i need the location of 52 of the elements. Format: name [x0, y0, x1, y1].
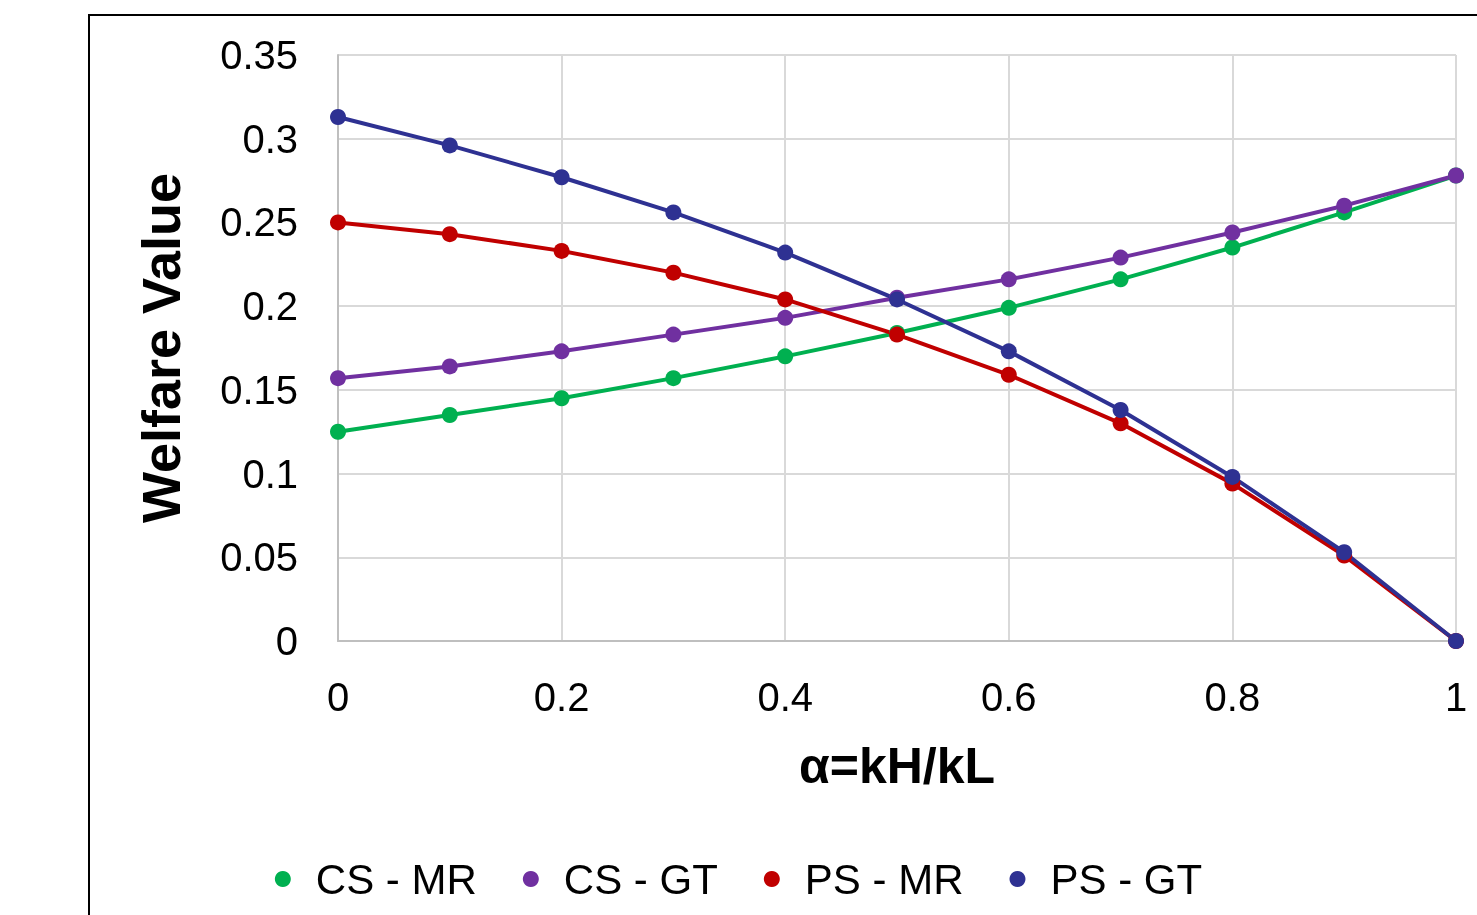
- point: [553, 390, 570, 407]
- x-tick-label: 1: [1444, 675, 1468, 719]
- point: [553, 343, 570, 360]
- legend-label: CS - MR: [315, 855, 477, 903]
- point: [330, 214, 346, 231]
- point: [1224, 224, 1241, 241]
- y-tick-label: 0.25: [220, 200, 298, 245]
- x-tick-label: 0.8: [1204, 675, 1261, 719]
- point: [1112, 271, 1129, 288]
- legend-label: PS - MR: [804, 855, 964, 903]
- point: [665, 264, 682, 281]
- point: [1000, 271, 1017, 288]
- point: [330, 108, 346, 125]
- point: [777, 244, 794, 261]
- point: [1000, 343, 1017, 360]
- point: [1112, 415, 1129, 432]
- point: [777, 348, 794, 365]
- y-tick-label: 0.2: [242, 284, 298, 329]
- point: [553, 169, 570, 186]
- point: [1224, 239, 1241, 256]
- point: [553, 242, 570, 259]
- point: [777, 291, 794, 308]
- y-axis-title: Welfare Value: [131, 172, 191, 524]
- point: [665, 204, 682, 221]
- y-tick-label: 0.05: [220, 535, 298, 580]
- point: [330, 370, 346, 387]
- point: [665, 326, 682, 343]
- point: [1224, 468, 1241, 485]
- point: [1336, 197, 1353, 214]
- point: [777, 309, 794, 326]
- y-tick-label: 0.15: [220, 367, 298, 412]
- y-tick-label: 0.3: [242, 116, 298, 161]
- y-tick-label: 0.35: [220, 33, 298, 77]
- legend-label: CS - GT: [563, 855, 718, 903]
- x-tick-label: 0.6: [981, 675, 1037, 719]
- x-tick-label: 0.4: [757, 675, 813, 719]
- x-tick-label: 0: [326, 675, 350, 719]
- point: [441, 226, 458, 243]
- point: [441, 358, 458, 375]
- point: [1112, 249, 1129, 266]
- point: [1000, 299, 1017, 316]
- x-tick-label: 0.2: [533, 675, 590, 719]
- point: [1000, 366, 1017, 383]
- legend-label: PS - GT: [1050, 855, 1203, 903]
- y-tick-label: 0: [275, 619, 298, 663]
- x-axis-title: α=kH/kL: [798, 738, 996, 794]
- point: [1112, 401, 1129, 418]
- y-tick-label: 0.1: [242, 451, 298, 496]
- point: [441, 406, 458, 423]
- point: [665, 370, 682, 387]
- point: [441, 137, 458, 154]
- point: [330, 423, 346, 440]
